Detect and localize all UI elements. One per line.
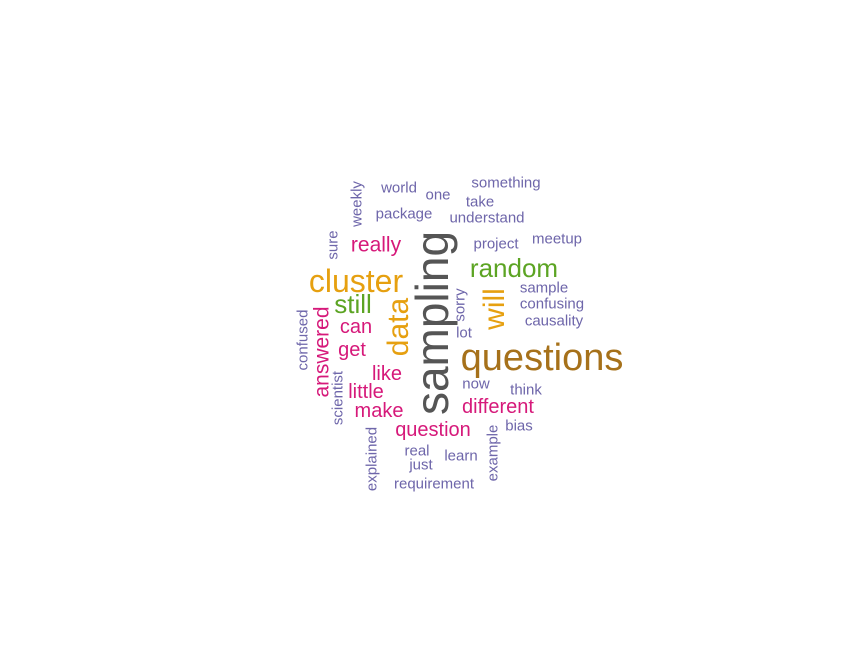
word-real: real <box>404 442 430 460</box>
word-weekly: weekly <box>348 181 366 227</box>
word-really: really <box>350 233 402 257</box>
word-sampling: sampling <box>406 230 458 416</box>
word-understand: understand <box>449 209 525 227</box>
word-meetup: meetup <box>531 230 583 248</box>
word-random: random <box>469 253 559 283</box>
word-explained: explained <box>363 426 381 492</box>
word-cluster: cluster <box>308 263 404 299</box>
word-questions: questions <box>460 337 624 379</box>
word-lot: lot <box>456 324 472 342</box>
word-can: can <box>339 316 373 338</box>
word-now: now <box>462 375 490 393</box>
word-question: question <box>395 419 471 441</box>
word-data: data <box>382 297 415 357</box>
word-learn: learn <box>444 447 478 465</box>
word-just: just <box>409 456 433 474</box>
word-project: project <box>473 235 519 253</box>
word-like: like <box>371 363 403 385</box>
word-one: one <box>425 186 451 204</box>
word-sure: sure <box>324 230 342 260</box>
word-causality: causality <box>524 312 584 330</box>
word-get: get <box>338 339 366 361</box>
word-world: world <box>381 179 417 197</box>
word-little: little <box>348 381 384 403</box>
word-think: think <box>510 381 542 399</box>
word-package: package <box>375 205 433 223</box>
word-scientist: scientist <box>329 370 347 426</box>
word-example: example <box>484 424 502 482</box>
word-different: different <box>462 396 534 418</box>
word-something: something <box>471 174 541 192</box>
word-still: still <box>334 289 372 319</box>
word-sample: sample <box>519 279 569 297</box>
word-sorry: sorry <box>451 288 469 322</box>
word-take: take <box>465 193 495 211</box>
word-confused: confused <box>294 309 312 371</box>
word-bias: bias <box>505 417 533 435</box>
word-make: make <box>354 400 404 422</box>
word-will: will <box>478 288 511 330</box>
word-confusing: confusing <box>519 295 585 313</box>
word-requirement: requirement <box>393 475 475 493</box>
